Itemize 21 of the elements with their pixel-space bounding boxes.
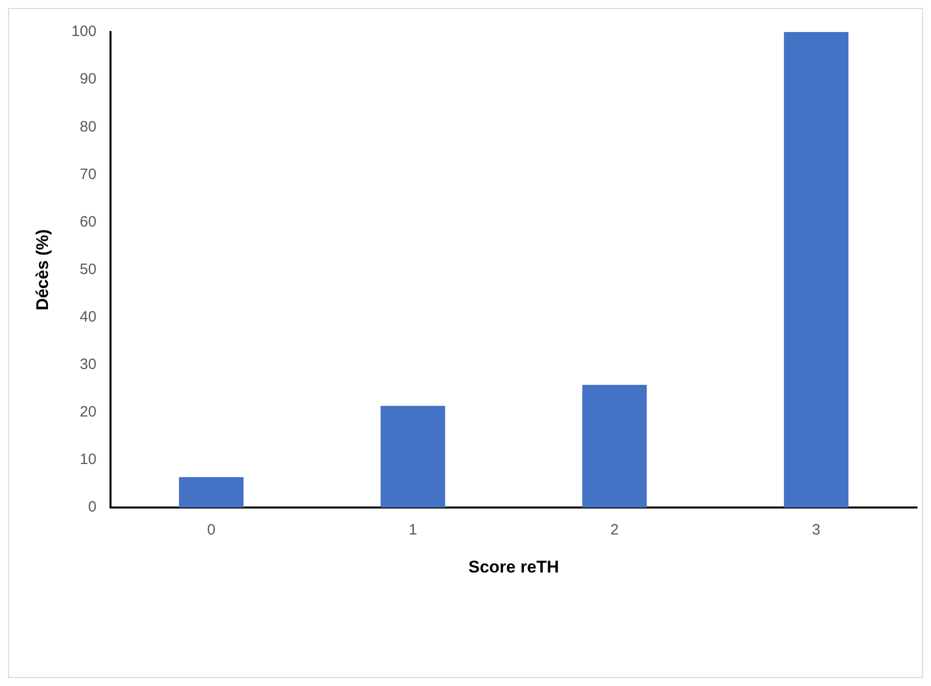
y-tick-label: 50	[80, 260, 96, 278]
y-axis-title: Décès (%)	[32, 229, 52, 310]
y-tick-label: 60	[80, 213, 96, 230]
bar	[178, 477, 244, 508]
y-tick-label: 20	[80, 404, 96, 421]
y-tick-label: 40	[80, 308, 96, 326]
x-axis-title: Score reTH	[468, 557, 560, 576]
y-tick-label: 90	[80, 70, 96, 88]
bar	[784, 32, 848, 508]
bar	[582, 384, 647, 508]
x-tick-label: 0	[207, 522, 216, 539]
y-tick-label: 70	[80, 166, 96, 183]
y-tick-label: 0	[88, 498, 96, 516]
x-tick-label: 2	[610, 522, 619, 539]
y-tick-label: 80	[80, 118, 96, 136]
bar	[380, 406, 446, 508]
y-tick-label: 10	[80, 451, 96, 468]
y-tick-label: 30	[80, 356, 96, 374]
x-tick-label: 3	[812, 522, 820, 539]
y-tick-label: 100	[71, 23, 96, 40]
x-tick-label: 1	[408, 522, 418, 539]
